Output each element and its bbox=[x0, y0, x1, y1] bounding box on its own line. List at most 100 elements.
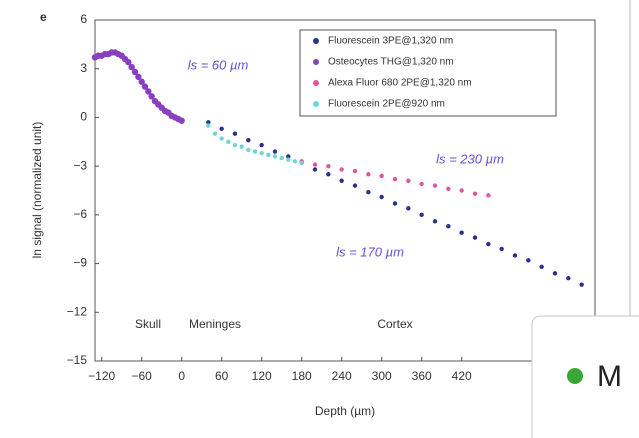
legend-marker bbox=[313, 80, 319, 86]
data-point bbox=[539, 264, 544, 270]
data-point bbox=[486, 241, 491, 247]
data-point bbox=[579, 282, 584, 287]
legend-box bbox=[299, 29, 557, 117]
data-point bbox=[286, 157, 291, 162]
data-point bbox=[266, 152, 271, 157]
data-point bbox=[279, 155, 284, 161]
x-tick-label: 420 bbox=[452, 369, 472, 383]
y-tick-label: −15 bbox=[67, 353, 88, 367]
legend-label: Alexa Fluor 680 2PE@1,320 nm bbox=[328, 78, 472, 89]
data-point bbox=[339, 167, 344, 172]
data-point bbox=[232, 131, 238, 136]
status-dot bbox=[567, 368, 583, 384]
data-point bbox=[128, 63, 135, 71]
data-point bbox=[219, 136, 224, 141]
x-tick-label: −120 bbox=[88, 369, 115, 383]
data-point bbox=[566, 275, 571, 281]
data-point bbox=[339, 178, 344, 183]
data-point bbox=[206, 123, 211, 128]
data-point bbox=[419, 181, 424, 187]
data-point bbox=[131, 68, 139, 76]
data-point bbox=[406, 178, 411, 183]
data-point bbox=[459, 188, 464, 193]
x-tick-label: 120 bbox=[252, 369, 272, 383]
data-point bbox=[226, 139, 231, 144]
y-tick-label: 3 bbox=[80, 61, 87, 75]
x-axis-label: Depth (µm) bbox=[315, 404, 375, 418]
y-axis-label: ln signal (normalized unit) bbox=[30, 122, 44, 259]
data-point bbox=[379, 173, 384, 179]
data-point bbox=[141, 83, 149, 90]
data-point bbox=[392, 201, 398, 206]
data-point bbox=[219, 126, 224, 131]
data-point bbox=[499, 246, 504, 252]
data-point bbox=[459, 230, 464, 235]
x-tick-label: 300 bbox=[372, 369, 392, 383]
data-point bbox=[206, 120, 211, 125]
legend-marker bbox=[313, 59, 319, 65]
data-point bbox=[326, 163, 331, 169]
x-tick-label: 180 bbox=[292, 369, 312, 383]
data-point bbox=[472, 235, 478, 240]
data-point bbox=[352, 168, 358, 174]
data-point bbox=[312, 162, 318, 167]
x-tick-label: 60 bbox=[215, 369, 229, 383]
x-tick-label: 0 bbox=[178, 369, 185, 383]
y-tick-label: −6 bbox=[73, 207, 87, 221]
data-point bbox=[446, 224, 451, 229]
y-tick-label: −9 bbox=[73, 256, 87, 270]
data-point bbox=[299, 160, 304, 166]
popup-label: M bbox=[597, 360, 622, 393]
annotation: Skull bbox=[135, 317, 161, 331]
data-point bbox=[259, 142, 264, 148]
data-point bbox=[432, 219, 438, 224]
x-tick-label: 240 bbox=[332, 369, 352, 383]
data-point bbox=[326, 172, 331, 177]
data-point bbox=[352, 183, 358, 188]
data-point bbox=[292, 159, 298, 164]
annotation: ls = 170 µm bbox=[336, 244, 404, 259]
data-point bbox=[246, 147, 251, 153]
y-tick-label: 0 bbox=[80, 110, 87, 124]
annotation: ls = 60 µm bbox=[188, 57, 249, 72]
legend-label: Fluorescein 3PE@1,320 nm bbox=[328, 36, 453, 47]
data-point bbox=[145, 88, 152, 95]
legend-label: Osteocytes THG@1,320 nm bbox=[328, 57, 454, 68]
data-point bbox=[419, 212, 424, 218]
y-tick-label: −12 bbox=[67, 304, 88, 318]
panel-label: e bbox=[40, 10, 47, 24]
data-point bbox=[272, 154, 278, 159]
y-tick-label: −3 bbox=[73, 158, 87, 172]
data-point bbox=[552, 271, 558, 276]
data-point bbox=[252, 149, 258, 154]
data-point bbox=[239, 144, 244, 149]
data-point bbox=[125, 59, 132, 66]
data-point bbox=[392, 176, 398, 182]
legend-marker bbox=[313, 101, 319, 107]
data-point bbox=[286, 154, 291, 159]
data-point bbox=[366, 172, 371, 177]
data-point bbox=[486, 193, 491, 198]
data-point bbox=[379, 194, 384, 200]
data-point bbox=[512, 253, 518, 258]
data-point bbox=[148, 93, 155, 100]
x-tick-label: 360 bbox=[412, 369, 432, 383]
data-point bbox=[312, 167, 318, 172]
data-point bbox=[272, 149, 278, 154]
data-point bbox=[366, 189, 371, 195]
data-point bbox=[406, 206, 411, 211]
annotation: Cortex bbox=[377, 317, 412, 331]
legend-label: Fluorescein 2PE@920 nm bbox=[328, 99, 445, 110]
x-tick-label: −60 bbox=[131, 369, 152, 383]
data-point bbox=[446, 186, 451, 192]
data-point bbox=[259, 150, 264, 156]
data-point bbox=[526, 258, 531, 263]
plot-frame bbox=[94, 19, 596, 362]
data-point bbox=[212, 131, 218, 136]
data-point bbox=[472, 191, 478, 196]
data-point bbox=[246, 137, 251, 143]
annotation: Meninges bbox=[189, 317, 241, 331]
popup-card bbox=[531, 315, 639, 438]
data-point bbox=[432, 183, 438, 188]
